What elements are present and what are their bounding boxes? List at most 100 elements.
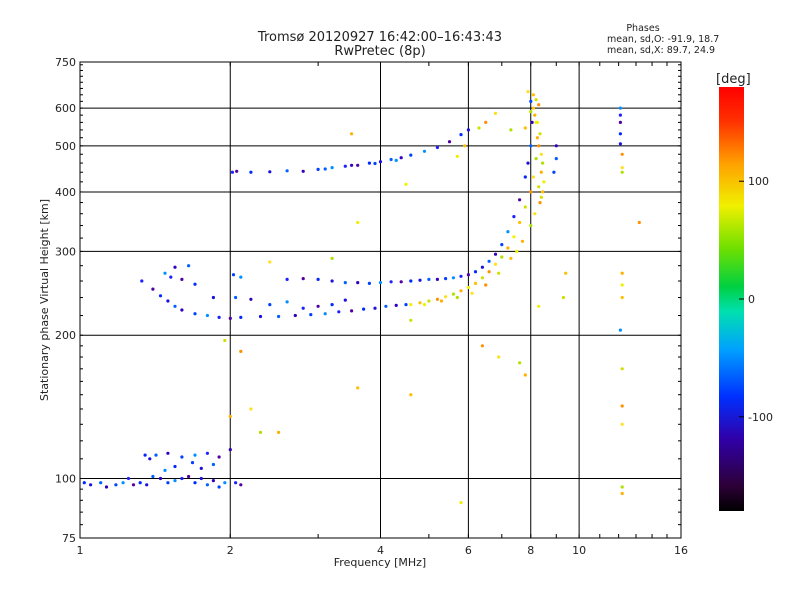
point-o bbox=[301, 277, 305, 281]
point-o bbox=[399, 280, 403, 284]
point-o bbox=[378, 281, 383, 285]
point-o bbox=[114, 483, 118, 487]
point-o bbox=[173, 304, 177, 308]
point-x bbox=[512, 235, 516, 239]
y-tick-label: 750 bbox=[55, 56, 76, 69]
point-o bbox=[205, 451, 209, 455]
point-o bbox=[323, 167, 327, 171]
point-o bbox=[158, 476, 163, 481]
point-o bbox=[409, 279, 413, 283]
point-o bbox=[223, 481, 227, 485]
point-o bbox=[493, 252, 498, 256]
point-o bbox=[158, 294, 163, 298]
point-x bbox=[620, 422, 624, 426]
point-o bbox=[367, 161, 371, 165]
point-o bbox=[435, 145, 439, 150]
point-x bbox=[531, 93, 536, 97]
point-x bbox=[422, 303, 427, 307]
point-o bbox=[193, 453, 197, 457]
point-o bbox=[187, 264, 191, 268]
point-x bbox=[529, 223, 533, 228]
point-x bbox=[509, 128, 513, 132]
point-o bbox=[217, 315, 221, 319]
point-o bbox=[138, 481, 142, 485]
point-o bbox=[487, 259, 491, 263]
point-x bbox=[620, 166, 624, 170]
point-x bbox=[523, 373, 527, 377]
point-o bbox=[526, 161, 530, 165]
colorbar-tick-label: 100 bbox=[748, 175, 769, 188]
point-o bbox=[309, 313, 313, 317]
point-x bbox=[523, 205, 527, 209]
point-x bbox=[228, 414, 232, 419]
point-o bbox=[350, 309, 354, 313]
point-o bbox=[618, 328, 623, 332]
point-o bbox=[316, 167, 320, 171]
y-tick-label: 600 bbox=[55, 102, 76, 115]
point-o bbox=[126, 476, 130, 481]
point-x bbox=[493, 111, 498, 115]
x-tick-label: 16 bbox=[674, 544, 688, 557]
point-x bbox=[539, 152, 543, 156]
point-x bbox=[620, 295, 624, 300]
x-tick-label: 8 bbox=[527, 544, 534, 557]
point-x bbox=[473, 281, 478, 285]
point-o bbox=[618, 113, 623, 117]
point-x bbox=[409, 318, 413, 322]
point-x bbox=[542, 180, 546, 184]
x-tick-label: 1 bbox=[77, 544, 84, 557]
point-x bbox=[538, 201, 542, 205]
point-o bbox=[418, 278, 422, 282]
point-o bbox=[362, 307, 366, 311]
point-o bbox=[459, 274, 463, 278]
point-o bbox=[268, 170, 272, 174]
point-o bbox=[552, 170, 556, 174]
colorbar-tick-label: 0 bbox=[748, 293, 755, 306]
point-o bbox=[231, 273, 236, 277]
point-o bbox=[148, 457, 152, 461]
point-x bbox=[637, 220, 641, 225]
point-o bbox=[330, 303, 334, 307]
point-o bbox=[301, 169, 305, 173]
point-o bbox=[99, 481, 103, 485]
point-o bbox=[258, 314, 263, 319]
point-o bbox=[554, 157, 558, 161]
point-o bbox=[239, 275, 243, 279]
point-o bbox=[217, 455, 221, 459]
point-x bbox=[497, 355, 501, 359]
point-x bbox=[531, 106, 536, 110]
point-o bbox=[293, 313, 297, 318]
point-x bbox=[620, 152, 624, 156]
point-o bbox=[323, 312, 327, 316]
point-x bbox=[620, 367, 624, 371]
point-o bbox=[301, 306, 305, 310]
point-x bbox=[526, 90, 530, 94]
point-o bbox=[373, 306, 377, 310]
point-x bbox=[418, 301, 422, 305]
point-o bbox=[451, 276, 455, 280]
point-x bbox=[539, 195, 543, 199]
point-o bbox=[154, 453, 158, 457]
point-o bbox=[199, 466, 203, 470]
point-x bbox=[444, 295, 448, 299]
point-x bbox=[427, 299, 431, 303]
point-x bbox=[518, 361, 522, 365]
point-o bbox=[399, 156, 403, 160]
point-o bbox=[190, 461, 195, 465]
point-o bbox=[173, 464, 177, 469]
point-o bbox=[239, 483, 243, 487]
point-o bbox=[373, 161, 377, 166]
point-x bbox=[515, 249, 519, 253]
point-x bbox=[409, 393, 413, 397]
y-tick-label: 100 bbox=[55, 473, 76, 486]
point-x bbox=[466, 285, 470, 290]
point-x bbox=[520, 239, 525, 243]
point-o bbox=[529, 144, 533, 148]
point-o bbox=[211, 462, 215, 467]
point-x bbox=[506, 246, 510, 250]
colorbar-ticks: 100 0 -100 bbox=[739, 175, 773, 424]
y-tick-label: 400 bbox=[55, 186, 76, 199]
point-x bbox=[477, 126, 481, 130]
point-o bbox=[163, 468, 167, 472]
